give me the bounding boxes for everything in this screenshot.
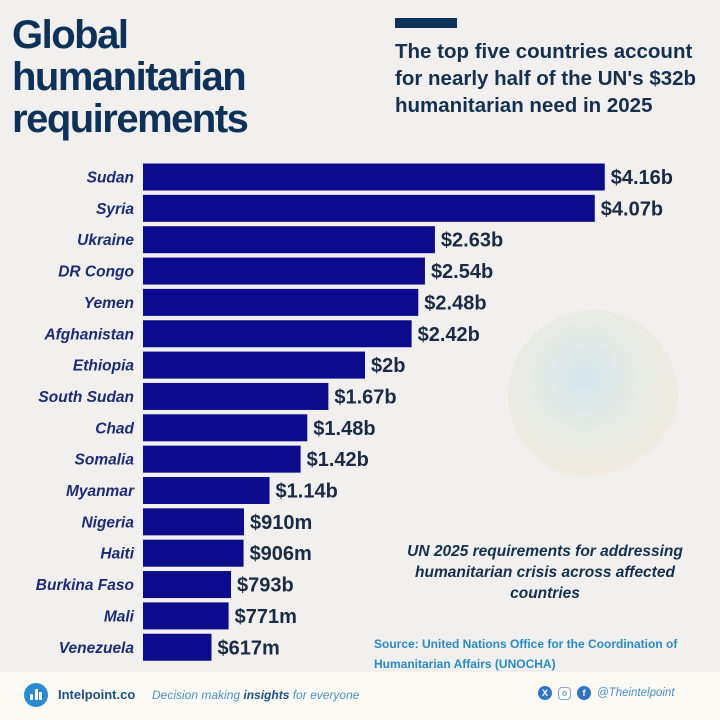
x-icon[interactable]: X xyxy=(538,686,552,700)
chart-note: UN 2025 requirements for addressing huma… xyxy=(407,543,683,602)
category-label: Somalia xyxy=(75,452,135,469)
bar-venezuela xyxy=(143,633,212,661)
bar-south-sudan xyxy=(143,382,329,410)
data-label: $2.54b xyxy=(431,261,493,283)
data-label: $1.42b xyxy=(307,449,369,471)
category-label: Yemen xyxy=(84,295,134,312)
data-label: $2.42b xyxy=(418,324,480,346)
category-label: Nigeria xyxy=(81,514,134,531)
bar-chart: Sudan $4.16b Syria $4.07b Ukraine $2.63b DR Co… xyxy=(36,163,673,661)
bar-myanmar xyxy=(143,477,270,504)
data-label: $1.14b xyxy=(276,481,338,503)
title-line: Global xyxy=(12,13,129,57)
data-label: $910m xyxy=(250,512,312,534)
category-label: Syria xyxy=(96,201,134,218)
category-label: Myanmar xyxy=(66,483,135,500)
category-label: Mali xyxy=(104,608,135,625)
data-label: $1.48b xyxy=(313,418,375,440)
bar-yemen xyxy=(143,288,419,316)
social-links: X o f @Theintelpoint xyxy=(538,686,675,700)
brand-link[interactable]: Intelpoint.co xyxy=(58,687,136,702)
bar-ukraine xyxy=(143,226,435,254)
bar-ethiopia xyxy=(143,351,365,379)
category-label: Burkina Faso xyxy=(36,577,134,594)
category-label: Chad xyxy=(95,420,134,437)
data-label: $2.63b xyxy=(441,230,503,252)
data-label: $2b xyxy=(371,355,405,377)
subtitle: The top five countries account for nearl… xyxy=(395,40,697,117)
social-handle[interactable]: @Theintelpoint xyxy=(597,687,675,699)
title-line: humanitarian xyxy=(12,55,247,99)
page-title: Global humanitarian requirements xyxy=(12,13,249,141)
accent-bar xyxy=(395,18,457,28)
data-label: $1.67b xyxy=(334,386,396,408)
instagram-icon[interactable]: o xyxy=(558,686,571,700)
bar-mali xyxy=(143,602,229,630)
category-label: Afghanistan xyxy=(43,326,134,343)
intelpoint-logo-icon xyxy=(24,683,48,707)
bar-burkina-faso xyxy=(143,571,232,599)
category-label: DR Congo xyxy=(58,264,134,281)
footer: Intelpoint.co Decision making insights f… xyxy=(0,672,720,720)
bar-nigeria xyxy=(143,508,245,536)
title-line: requirements xyxy=(12,97,249,141)
data-label: $617m xyxy=(217,637,279,659)
category-label: South Sudan xyxy=(38,389,134,406)
data-label: $4.16b xyxy=(611,167,673,189)
bar-dr-congo xyxy=(143,257,425,285)
source-text: Source: United Nations Office for the Co… xyxy=(374,637,678,671)
data-label: $4.07b xyxy=(601,198,663,220)
data-label: $2.48b xyxy=(424,292,486,314)
bar-sudan xyxy=(143,163,605,191)
data-label: $906m xyxy=(250,543,312,565)
bar-afghanistan xyxy=(143,320,412,348)
category-label: Venezuela xyxy=(59,640,135,657)
category-label: Sudan xyxy=(87,170,134,187)
category-label: Ethiopia xyxy=(73,358,135,375)
bar-chad xyxy=(143,414,308,442)
bar-haiti xyxy=(143,539,244,567)
bar-syria xyxy=(143,194,595,222)
bar-somalia xyxy=(143,445,301,473)
category-label: Haiti xyxy=(100,546,134,563)
category-label: Ukraine xyxy=(77,232,134,249)
data-label: $793b xyxy=(237,575,294,597)
facebook-icon[interactable]: f xyxy=(577,686,591,700)
data-label: $771m xyxy=(235,606,297,628)
tagline: Decision making insights for everyone xyxy=(152,688,360,702)
hands-globe-watermark xyxy=(508,310,678,480)
